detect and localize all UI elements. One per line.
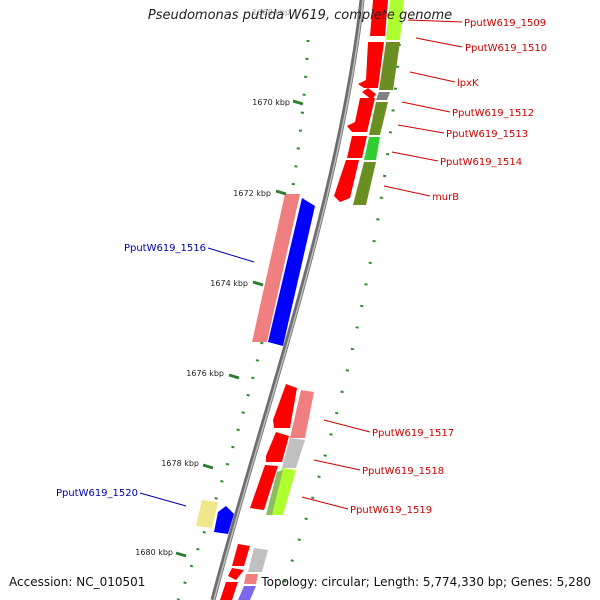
gene-labels-right: PputW619_1509 PputW619_1510 lpxK PputW61… [350,18,547,516]
tick-label: 1678 kbp [161,459,199,468]
gene-feature [196,500,218,528]
genome-backbone-highlight [213,0,364,600]
gene-label: PputW619_1520 [56,488,138,499]
leader-line [391,151,439,162]
gc-dots-outer [276,0,404,600]
tick-mark [175,551,187,558]
cog-track-top [353,0,404,205]
tick-mark [292,99,304,106]
leader-line [401,101,451,113]
accession-text: Accession: NC_010501 [9,575,146,589]
leader-line [407,19,463,23]
gene-label: PputW619_1513 [446,129,528,140]
forward-genes-top [334,0,388,202]
gene-label: PputW619_1516 [124,243,206,254]
gene-feature [347,136,367,158]
tick-mark [228,373,240,380]
tick-mark [275,189,287,196]
tick-label: 1668 kbp [252,8,290,17]
leader-lines-right [301,19,463,510]
gene-label: PputW619_1519 [350,505,432,516]
leader-lines-left [139,247,255,507]
gene-feature [334,160,359,202]
cog-segment [376,92,390,100]
leader-line [409,71,456,83]
cog-segment [364,137,380,160]
tick-marks [175,99,304,558]
gene-feature [347,98,375,132]
gene-feature [248,548,268,572]
gene-label: PputW619_1512 [452,108,534,119]
cog-segment [369,102,388,135]
tick-mark [252,280,264,287]
gene-feature [220,582,238,600]
forward-genes-bottom [250,384,314,515]
leader-line [207,247,255,263]
gene-label: PputW619_1509 [464,18,546,29]
gene-feature [228,568,244,580]
gene-feature [273,384,297,428]
tick-labels: 1668 kbp 1670 kbp 1672 kbp 1674 kbp 1676… [135,8,290,557]
leader-line [301,496,349,510]
gene-labels-left: PputW619_1516 PputW619_1520 [56,243,206,499]
gene-label: PputW619_1510 [465,43,547,54]
tick-label: 1676 kbp [186,369,224,378]
gene-feature [244,574,258,584]
genome-backbone [210,0,365,600]
gene-feature [290,390,314,438]
tick-label: 1672 kbp [233,189,271,198]
gene-label: lpxK [457,78,479,89]
middle-genes [252,194,315,346]
gene-feature [252,194,300,342]
gene-feature [266,470,283,515]
gene-feature [214,506,234,534]
gene-label: PputW619_1518 [362,466,444,477]
tick-label: 1674 kbp [210,279,248,288]
gene-feature [370,0,388,36]
topology-text: Topology: circular; Length: 5,774,330 bp… [261,575,591,589]
gene-feature [250,465,278,510]
tick-label: 1670 kbp [252,98,290,107]
leader-line [139,492,187,507]
tick-label: 1680 kbp [135,548,173,557]
cog-segment [386,0,404,40]
gene-feature [268,468,296,515]
gene-feature [238,586,256,600]
gene-label: PputW619_1514 [440,157,522,168]
gene-feature [362,88,376,100]
tick-mark [202,463,214,470]
cog-segment [353,162,376,205]
gene-1520-group [196,500,234,534]
cog-segment [379,42,400,90]
bottom-genes [220,544,268,600]
gene-feature [266,432,289,462]
leader-line [323,419,371,433]
map-title: Pseudomonas putida W619, complete genome [147,8,453,23]
leader-line [313,459,361,471]
gene-feature [232,544,250,566]
gene-feature [358,42,384,88]
leader-line [397,124,445,134]
gene-feature [268,198,315,346]
leader-line [415,37,463,48]
gene-feature [282,438,305,468]
leader-line [383,185,431,197]
gene-label: murB [432,192,459,203]
gene-label: PputW619_1517 [372,428,454,439]
